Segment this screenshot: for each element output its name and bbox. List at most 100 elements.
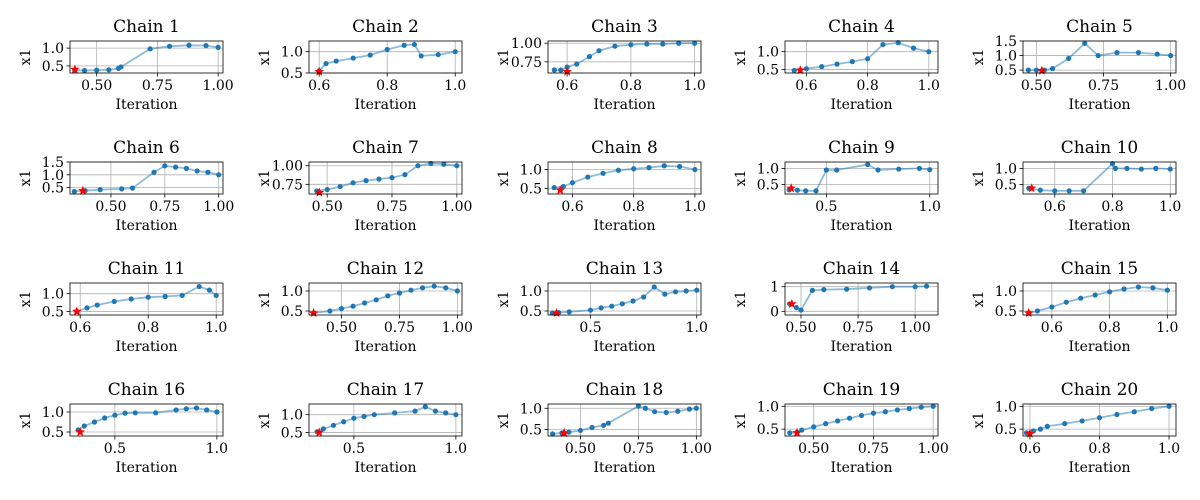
- trace-point: [147, 46, 153, 52]
- trace-point: [213, 292, 219, 299]
- y-axis-label: x1: [18, 412, 34, 429]
- trace-point: [865, 56, 871, 62]
- trace-point: [162, 163, 168, 169]
- y-tick-label: 1: [770, 280, 779, 296]
- trace-point: [94, 67, 100, 73]
- axes-frame: [69, 40, 224, 74]
- trace-point: [1049, 304, 1055, 310]
- x-tick-label: 1.0: [683, 78, 705, 94]
- trace-point: [870, 410, 877, 416]
- trace-point: [644, 41, 650, 47]
- trace-point: [589, 424, 595, 431]
- subplot-title: Chain 10: [1061, 138, 1139, 158]
- subplot-title: Chain 6: [113, 138, 180, 158]
- trace-point: [454, 163, 460, 169]
- trace-point: [676, 163, 683, 170]
- axes-frame: [784, 403, 939, 437]
- trace-point: [866, 285, 873, 291]
- trace-point: [94, 302, 100, 308]
- trace-point: [662, 291, 668, 297]
- y-tick-label: 1.0: [757, 45, 779, 61]
- trace-point: [615, 167, 621, 173]
- x-tick-label: 1.0: [919, 199, 941, 215]
- trace-point: [587, 307, 594, 313]
- trace-point: [577, 427, 584, 434]
- trace-point: [906, 405, 912, 412]
- trace-point: [389, 175, 395, 181]
- x-tick-label: 1.00: [1155, 78, 1186, 94]
- trace-point: [132, 410, 138, 416]
- trace-point: [926, 49, 932, 55]
- trace-point: [834, 61, 840, 67]
- trace-point: [1062, 421, 1068, 427]
- trace-point: [794, 187, 801, 193]
- start-star-marker: [555, 185, 565, 195]
- trace-point: [821, 287, 827, 293]
- x-axis-label: Iteration: [354, 460, 416, 476]
- y-tick-label: 1.0: [42, 287, 64, 303]
- trace-point: [153, 410, 159, 416]
- trace-point: [930, 403, 936, 409]
- trace-point: [173, 407, 179, 413]
- x-axis-label: Iteration: [830, 97, 892, 113]
- y-axis-label: x1: [496, 412, 512, 429]
- trace-point: [162, 293, 168, 300]
- trace-point: [443, 285, 449, 291]
- trace-point: [560, 183, 566, 190]
- y-tick-label: 1.0: [757, 161, 779, 177]
- x-tick-label: 1.0: [684, 199, 706, 215]
- trace-point: [214, 409, 220, 415]
- y-axis-label: x1: [257, 49, 273, 66]
- trace-point: [641, 294, 647, 300]
- trace-point: [880, 41, 886, 48]
- x-axis-label: Iteration: [115, 97, 177, 113]
- x-axis-label: Iteration: [354, 97, 416, 113]
- trace-point: [896, 166, 902, 172]
- trace-point: [112, 412, 118, 418]
- axes-frame: [69, 282, 224, 316]
- trace-point: [1168, 52, 1174, 59]
- subplot-title: Chain 14: [823, 259, 901, 279]
- subplot-chain-14: 0.50 0.75 1.00 0 1 Chain 14 Iteration x1: [733, 259, 939, 355]
- trace-point: [1121, 286, 1127, 292]
- x-tick-label: 0.8: [856, 78, 878, 94]
- trace-point: [435, 52, 441, 58]
- trace-point: [216, 172, 222, 178]
- trace-point: [411, 41, 417, 48]
- subplot-title: Chain 9: [828, 138, 895, 158]
- trace-point: [1092, 292, 1098, 298]
- trace-point: [927, 167, 933, 173]
- trace-point: [392, 410, 398, 416]
- x-tick-label: 0.50: [95, 199, 126, 215]
- trace-point: [443, 410, 449, 416]
- subplot-chain-3: 0.6 0.8 1.0 0.75 1.00 Chain 3 Iteration x1: [496, 17, 706, 113]
- trace-point: [692, 166, 698, 173]
- axes-frame: [784, 40, 939, 74]
- x-tick-label: 0.5: [343, 441, 365, 457]
- trace-point: [183, 406, 189, 412]
- subplot-chain-20: 0.6 0.8 1.0 0.5 1.0 Chain 20 Iteration x1: [971, 380, 1180, 476]
- trace-point: [183, 165, 189, 171]
- y-axis-label: x1: [257, 170, 273, 187]
- trace-point: [323, 61, 329, 67]
- trace-point: [693, 405, 699, 411]
- x-tick-label: 0.6: [1044, 199, 1066, 215]
- subplot-title: Chain 19: [823, 380, 901, 400]
- subplot-chain-18: 0.50 0.75 1.00 0.5 1.0 Chain 18 Iteration x1: [496, 380, 712, 476]
- trace-point: [351, 415, 357, 421]
- trace-point: [1079, 418, 1085, 424]
- trace-point: [550, 431, 556, 437]
- trace-point: [849, 59, 855, 65]
- trace-point: [566, 429, 572, 435]
- axes-frame: [308, 161, 463, 195]
- trace-point: [1044, 423, 1050, 429]
- y-axis-label: x1: [971, 412, 987, 429]
- start-star-marker: [75, 427, 85, 436]
- trace-point: [350, 55, 356, 61]
- trace-point: [453, 412, 459, 418]
- trace-point: [1107, 289, 1113, 295]
- x-tick-label: 0.50: [81, 78, 112, 94]
